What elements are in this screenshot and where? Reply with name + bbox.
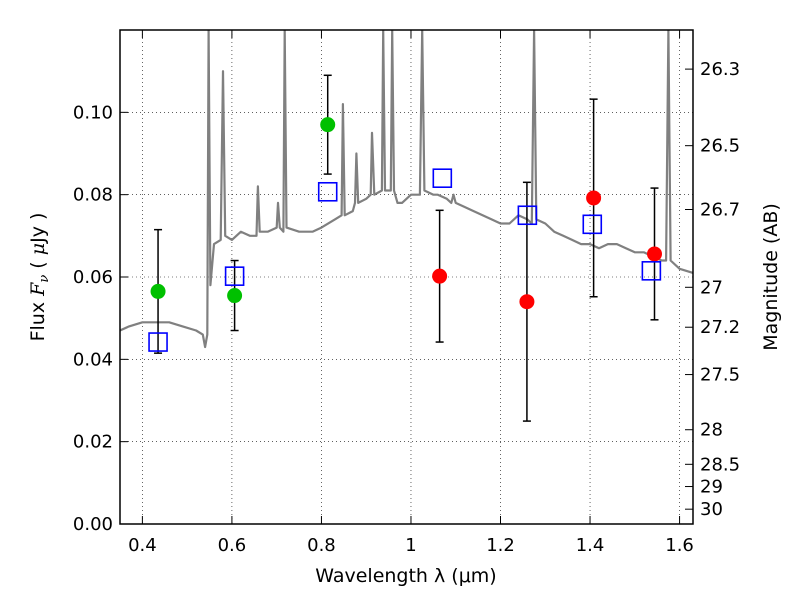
y-tick-label: 0.06 [73, 267, 113, 288]
x-tick-label: 1.6 [665, 535, 694, 556]
model-point [317, 181, 338, 202]
y-tick-label: 0.10 [73, 102, 113, 123]
magnitude-tick-label: 28 [700, 420, 723, 441]
magnitude-tick-label: 26.5 [700, 136, 740, 157]
data-point [150, 283, 166, 299]
right-axis-title: Magnitude (AB) [760, 203, 782, 351]
y-tick-label: 0.02 [73, 432, 113, 453]
y-tick-label: 0.08 [73, 185, 113, 206]
y-axis-title: Flux Fν ( μJy ) [27, 213, 52, 342]
magnitude-tick-label: 27 [700, 277, 723, 298]
data-point [432, 268, 448, 284]
x-tick-label: 1 [405, 535, 416, 556]
x-tick-label: 0.4 [128, 535, 157, 556]
magnitude-tick-label: 26.3 [700, 59, 740, 80]
y-axis-title-mu: μ [27, 243, 49, 255]
y-axis-title-subscript: ν [37, 275, 52, 283]
y-axis-title-prefix: Flux [27, 296, 49, 342]
model-point [517, 205, 538, 226]
x-tick-label: 1.2 [486, 535, 515, 556]
data-markers [148, 117, 663, 352]
magnitude-tick-label: 26.7 [700, 199, 740, 220]
x-tick-label: 0.6 [218, 535, 247, 556]
y-axis-title-mid: ( [27, 255, 49, 275]
y-axis-title-unit: Jy ) [27, 213, 49, 244]
y-axis-title-symbol: F [27, 282, 49, 297]
model-point [432, 168, 453, 188]
model-point [148, 332, 168, 352]
y-tick-label: 0.04 [73, 349, 113, 370]
magnitude-tick-label: 29 [700, 477, 723, 498]
magnitude-tick-label: 27.5 [700, 365, 740, 386]
axis-ticks: 0.4 0.6 0.8 1 1.2 1.4 1.6 0.00 0.02 0.04 0.06 0.08 0… [73, 30, 740, 556]
data-point [227, 288, 243, 304]
x-tick-label: 1.4 [576, 535, 605, 556]
data-point [519, 294, 535, 310]
magnitude-tick-label: 28.5 [700, 454, 740, 475]
x-axis-title: Wavelength λ (μm) [315, 565, 496, 587]
x-tick-label: 0.8 [307, 535, 336, 556]
data-point [320, 117, 336, 133]
data-point [586, 190, 602, 206]
model-spectrum [120, 30, 693, 349]
data-point [647, 246, 663, 262]
model-spectrum-line [120, 30, 693, 349]
model-point [582, 214, 603, 235]
y-tick-label: 0.00 [73, 514, 113, 535]
magnitude-tick-label: 27.2 [700, 317, 740, 338]
magnitude-tick-label: 30 [700, 499, 723, 520]
model-point [641, 261, 662, 281]
model-point [224, 266, 245, 286]
